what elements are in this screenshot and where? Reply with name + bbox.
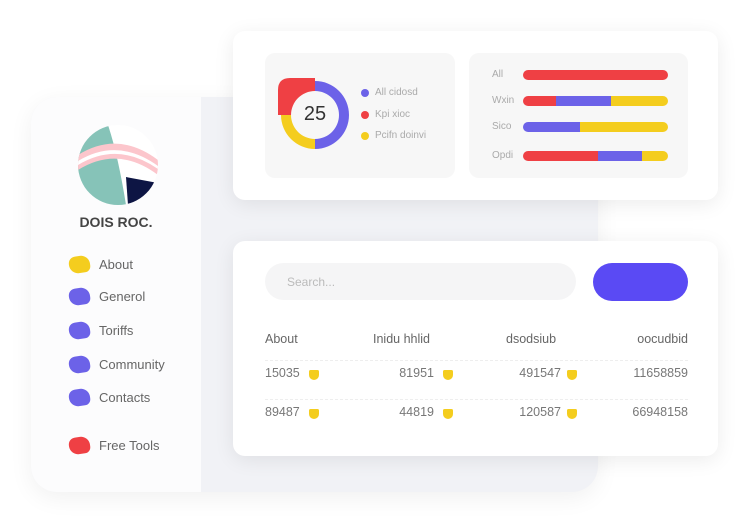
sidebar-item-label: Generol xyxy=(99,289,146,304)
shield-icon xyxy=(567,409,577,419)
legend-item: Kpi xioc xyxy=(361,109,410,120)
sidebar-item-contacts[interactable]: Contacts xyxy=(67,387,151,408)
table-cell: 120587 xyxy=(519,405,561,419)
column-header[interactable]: About xyxy=(265,332,298,346)
donut-segment-yellow xyxy=(281,115,315,149)
sidebar-item-toriffs[interactable]: Toriffs xyxy=(67,320,134,341)
sidebar-item-label: Contacts xyxy=(99,390,151,405)
brand-logo xyxy=(78,125,158,205)
sidebar-item-label: Community xyxy=(99,357,165,372)
shield-icon xyxy=(309,370,319,380)
legend-item: All cidosd xyxy=(361,87,418,98)
column-header[interactable]: Inidu hhlid xyxy=(373,332,430,346)
table-cell: 11658859 xyxy=(633,366,688,380)
sidebar-item-about[interactable]: About xyxy=(67,254,133,275)
sidebar-item-label: About xyxy=(99,257,133,272)
stacked-bar xyxy=(523,70,668,80)
row-divider xyxy=(265,360,688,361)
bar-label: Opdi xyxy=(492,150,514,161)
legend-label: Kpi xioc xyxy=(375,109,411,120)
shield-icon xyxy=(443,409,453,419)
bar-segment-blue xyxy=(598,151,642,161)
bar-segment-blue xyxy=(523,122,580,132)
bar-label: Wxin xyxy=(492,95,515,106)
bar-segment-yellow xyxy=(579,122,668,132)
legend-label: Pcifn doinvi xyxy=(375,130,427,141)
sidebar-item-label: Free Tools xyxy=(99,438,160,453)
bar-segment-red xyxy=(523,70,668,80)
nav-blob-icon xyxy=(67,320,92,341)
nav-blob-icon xyxy=(67,354,92,375)
donut-segment-red xyxy=(278,78,315,115)
shield-icon xyxy=(309,409,319,419)
bar-segment-blue xyxy=(556,96,612,106)
shield-icon xyxy=(443,370,453,380)
donut-segment-blue xyxy=(315,81,349,149)
donut-panel: 25 All cidosd Kpi xioc Pcifn doinvi xyxy=(265,53,455,178)
table-cell: 66948158 xyxy=(632,405,688,419)
nav-blob-icon xyxy=(67,286,92,307)
legend-dot xyxy=(361,88,369,97)
legend-label: All cidosd xyxy=(375,87,418,98)
legend-item: Pcifn doinvi xyxy=(361,130,426,141)
legend-dot xyxy=(361,110,369,119)
column-header[interactable]: dsodsiub xyxy=(506,332,557,346)
sidebar-item-generol[interactable]: Generol xyxy=(67,286,146,307)
table-cell: 89487 xyxy=(265,405,300,419)
shield-icon xyxy=(567,370,577,380)
sidebar: DOIS ROC. About Generol Toriffs Community Co… xyxy=(31,97,201,492)
bar-segment-yellow xyxy=(611,96,668,106)
bar-label: Sico xyxy=(492,121,512,132)
stats-card: 25 All cidosd Kpi xioc Pcifn doinvi All W… xyxy=(233,31,718,200)
sidebar-item-community[interactable]: Community xyxy=(67,354,165,375)
table-cell: 44819 xyxy=(399,405,434,419)
table-cell: 491547 xyxy=(519,366,561,380)
search-button[interactable] xyxy=(593,263,688,301)
nav-blob-icon xyxy=(67,387,92,408)
row-divider xyxy=(265,399,688,400)
legend-dot xyxy=(361,131,369,140)
brand-name: DOIS ROC. xyxy=(79,214,153,230)
stacked-bar xyxy=(523,151,668,161)
bars-panel: All Wxin Sico Opdi xyxy=(469,53,688,178)
table-cell: 15035 xyxy=(265,366,300,380)
bar-segment-red xyxy=(523,151,599,161)
bar-segment-red xyxy=(523,96,557,106)
donut-chart xyxy=(278,78,349,149)
column-header[interactable]: oocudbid xyxy=(637,332,688,346)
sidebar-item-free-tools[interactable]: Free Tools xyxy=(67,435,160,456)
nav-blob-icon xyxy=(67,435,92,456)
stacked-bar xyxy=(523,96,668,106)
donut-value: 25 xyxy=(303,103,327,125)
sidebar-item-label: Toriffs xyxy=(99,323,134,338)
bar-segment-yellow xyxy=(641,151,668,161)
nav-blob-icon xyxy=(67,254,92,275)
bar-label: All xyxy=(492,69,504,80)
table-cell: 81951 xyxy=(399,366,434,380)
stacked-bar xyxy=(523,122,668,132)
search-input[interactable] xyxy=(265,263,576,300)
table-card: About Inidu hhlid dsodsiub oocudbid 15035 819… xyxy=(233,241,718,456)
